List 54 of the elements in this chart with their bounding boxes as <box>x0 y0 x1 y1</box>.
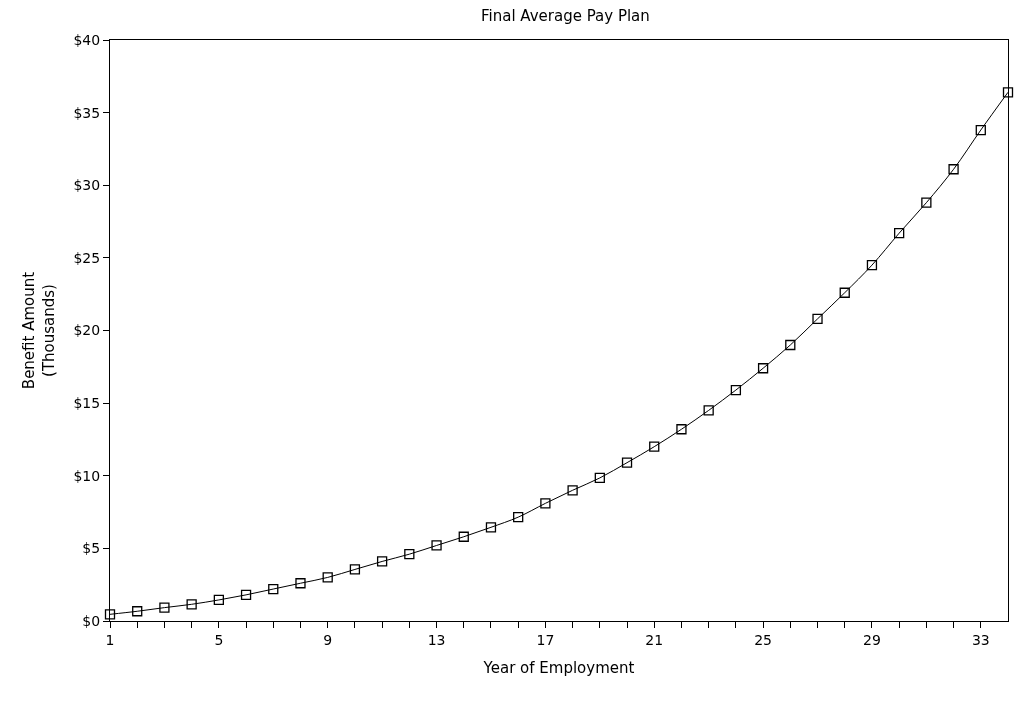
point <box>567 485 578 496</box>
point <box>975 124 986 136</box>
point <box>295 578 306 589</box>
point <box>649 441 660 452</box>
y-tick-label: $20 <box>73 322 101 339</box>
y-axis-title: Benefit Amount (Thousands) <box>20 271 58 390</box>
point <box>730 384 742 396</box>
point <box>703 405 714 416</box>
point <box>268 583 279 595</box>
point <box>376 556 388 567</box>
x-tick-label: 5 <box>214 631 224 648</box>
y-tick-label: $10 <box>73 467 101 484</box>
y-tick-label: $35 <box>73 104 101 121</box>
point <box>431 540 442 551</box>
y-tick-label: $25 <box>73 249 101 266</box>
point <box>132 606 143 617</box>
point <box>921 197 932 208</box>
x-tick-label: 9 <box>323 631 333 648</box>
x-tick-label: 25 <box>754 631 772 648</box>
point <box>485 522 497 533</box>
point <box>186 599 197 610</box>
y-tick-label: $40 <box>73 31 101 48</box>
point <box>785 339 796 351</box>
y-tick-label: $0 <box>82 612 101 629</box>
point <box>349 564 361 575</box>
x-tick-label: 13 <box>427 631 446 648</box>
chart-title: Final Average Pay Plan <box>480 7 650 26</box>
point <box>894 228 905 239</box>
point <box>812 313 823 325</box>
x-tick-label: 17 <box>536 631 555 648</box>
point <box>594 472 605 484</box>
x-tick-label: 1 <box>105 631 115 648</box>
x-tick-label: 29 <box>863 631 881 648</box>
point <box>322 572 333 583</box>
point <box>213 594 224 606</box>
point <box>513 512 524 523</box>
y-tick-label: $30 <box>73 177 101 194</box>
y-tick-label: $5 <box>82 540 101 557</box>
x-tick-label: 33 <box>971 631 990 648</box>
point <box>621 457 633 468</box>
point <box>948 164 959 175</box>
point <box>1002 87 1014 98</box>
point <box>240 589 252 601</box>
point <box>839 287 850 298</box>
y-tick-label: $15 <box>73 395 101 412</box>
point <box>540 498 551 509</box>
point <box>159 602 170 613</box>
point <box>676 424 687 435</box>
point <box>866 259 878 271</box>
point <box>757 363 769 374</box>
point <box>404 549 415 560</box>
x-tick-label: 21 <box>645 631 664 648</box>
x-axis-title: Year of Employment <box>482 658 635 677</box>
point <box>458 531 469 542</box>
